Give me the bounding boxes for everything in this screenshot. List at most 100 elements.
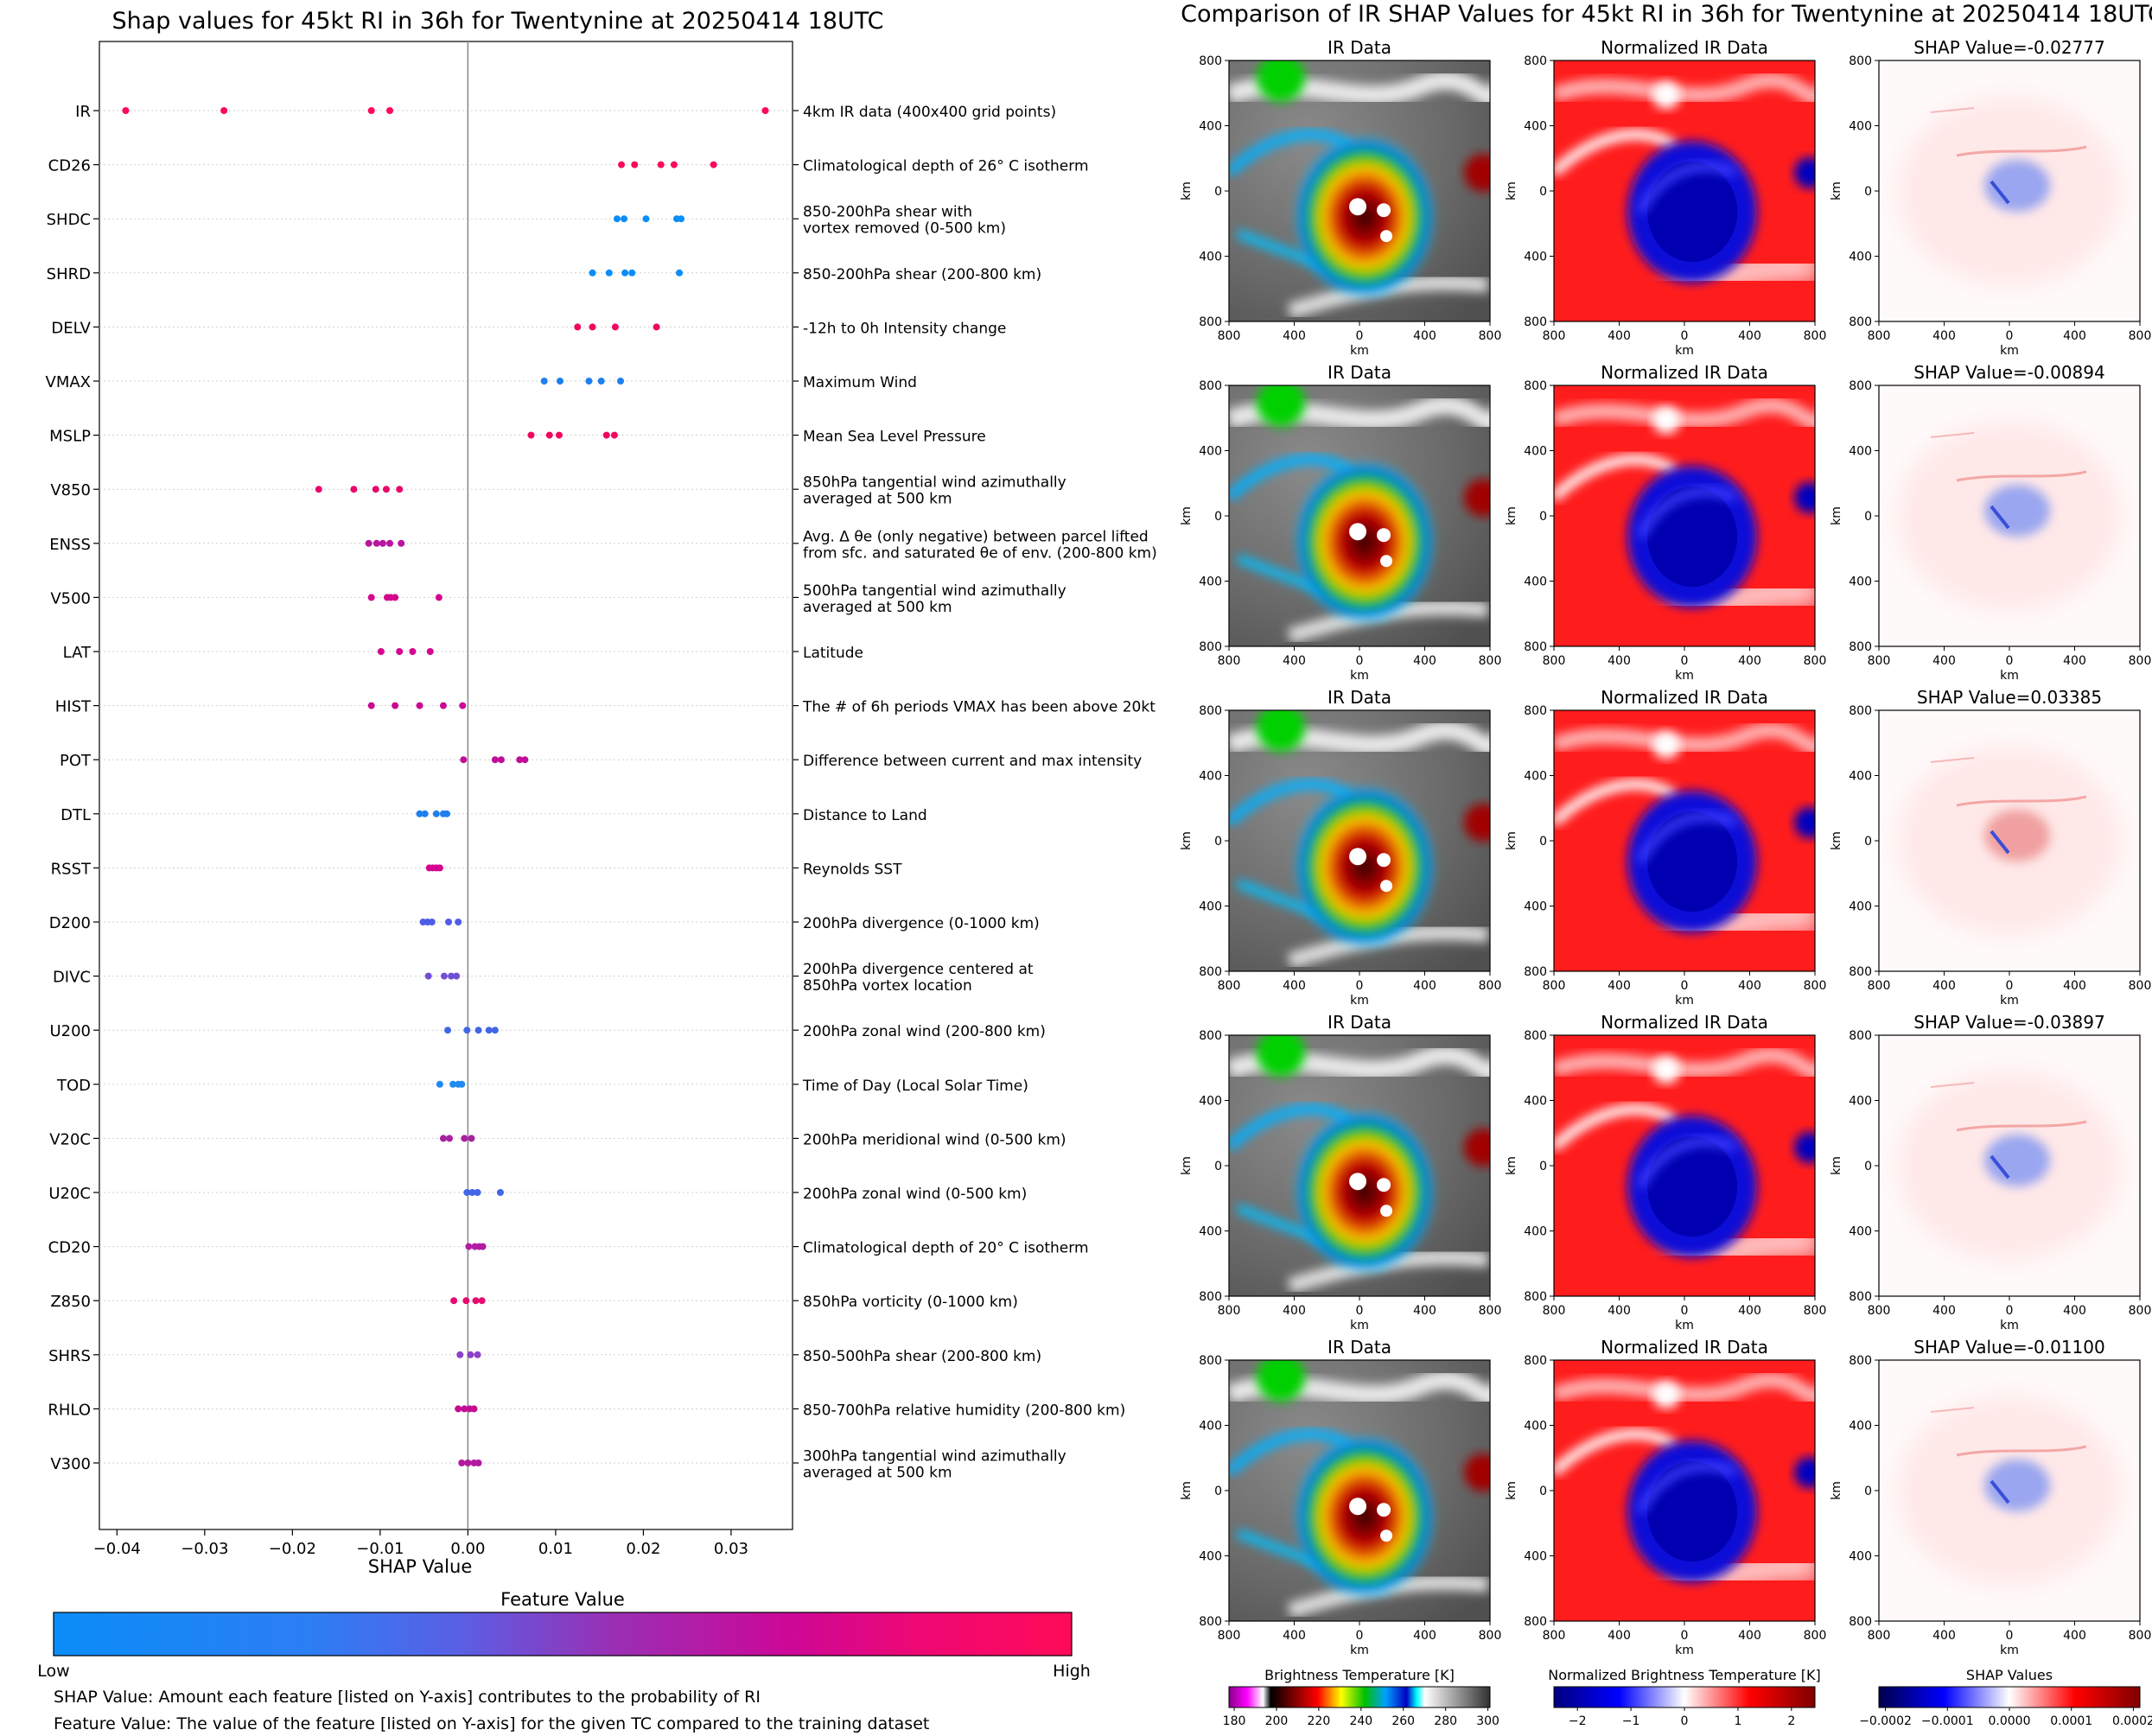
feature-description: Reynolds SST	[803, 861, 902, 878]
shap-point	[392, 594, 399, 601]
ir-colorbar-tick-label: 300	[1476, 1714, 1499, 1728]
feature-description: 850hPa vorticity (0-1000 km)	[803, 1294, 1018, 1311]
panel-x-tick-label: 800	[1218, 1304, 1241, 1318]
panel-y-tick-label: 400	[1849, 1225, 1872, 1239]
shap-point	[467, 1351, 474, 1358]
shap-point	[409, 648, 417, 655]
normalized-ir-title: Normalized IR Data	[1601, 687, 1768, 708]
shap-point	[527, 431, 535, 439]
shap-point	[605, 269, 613, 277]
panel-x-tick-label: 800	[1543, 654, 1566, 668]
panel-x-tick-label: 0	[2006, 329, 2014, 343]
shap-point	[653, 323, 660, 331]
feature-description: 500hPa tangential wind azimuthally	[803, 582, 1066, 600]
shap-point	[479, 1243, 487, 1250]
feature-description: 4km IR data (400x400 grid points)	[803, 104, 1056, 121]
panel-x-tick-label: 800	[1804, 654, 1827, 668]
panel-y-tick-label: 800	[1199, 1615, 1222, 1629]
panel-x-tick-label: 400	[2063, 654, 2086, 668]
shap-point	[458, 1080, 466, 1088]
shap-point	[432, 810, 440, 817]
ir-brightness-image	[1229, 1360, 1490, 1621]
feature-code-label: IR	[75, 103, 91, 121]
x-tick-label: 0.00	[450, 1540, 485, 1558]
panel-y-axis-label: km	[1180, 181, 1194, 200]
feature-description: 850-700hPa relative humidity (200-800 km…	[803, 1402, 1125, 1419]
panel-x-tick-label: 400	[1738, 1629, 1761, 1643]
panel-x-tick-label: 800	[1479, 654, 1502, 668]
shap-point	[446, 1135, 454, 1142]
panel-y-tick-label: 400	[1524, 770, 1547, 784]
panel-x-tick-label: 0	[1356, 1629, 1364, 1643]
footnote-feature-value: Feature Value: The value of the feature …	[54, 1714, 929, 1733]
feature-description: -12h to 0h Intensity change	[803, 320, 1006, 337]
shap-point	[474, 1027, 482, 1034]
shap-feature-streak	[1990, 1154, 2010, 1180]
plot-frame	[99, 41, 793, 1530]
shap-point	[396, 486, 404, 493]
panel-x-tick-label: 800	[1804, 979, 1827, 993]
panel-y-tick-label: 800	[1199, 1290, 1222, 1304]
feature-description: Difference between current and max inten…	[803, 753, 1142, 770]
feature-description: Climatological depth of 20° C isotherm	[803, 1240, 1089, 1257]
shap-point	[396, 648, 404, 655]
normalized-ir-image	[1554, 1360, 1815, 1621]
panel-y-axis-label: km	[1830, 1156, 1843, 1175]
shap-point	[491, 756, 499, 764]
shap-value-title: SHAP Value=0.03385	[1917, 687, 2102, 708]
shap-point	[516, 756, 524, 764]
panel-y-tick-label: 800	[1524, 1354, 1547, 1368]
panel-x-tick-label: 400	[1608, 979, 1631, 993]
colorbar-high-label: High	[1053, 1662, 1091, 1681]
normalized-ir-image	[1554, 385, 1815, 646]
feature-description: averaged at 500 km	[803, 1465, 952, 1482]
feature-code-label: MSLP	[49, 428, 91, 446]
ir-data-title: IR Data	[1327, 37, 1391, 58]
panel-y-tick-label: 800	[1199, 379, 1222, 393]
shap-point	[428, 919, 436, 925]
shap-value-title: SHAP Value=-0.02777	[1913, 37, 2104, 58]
panel-x-axis-label: km	[1675, 344, 1694, 358]
ir-colorbar-tick-label: 180	[1223, 1714, 1246, 1728]
shap-point	[474, 1189, 481, 1196]
panel-x-tick-label: 0	[1681, 1629, 1689, 1643]
feature-code-label: SHDC	[47, 211, 91, 229]
ir-data-title: IR Data	[1327, 1012, 1391, 1033]
normalized-ir-image	[1554, 60, 1815, 321]
panel-y-tick-label: 400	[1524, 1225, 1547, 1239]
shap-heatmap-image	[1879, 1035, 2140, 1296]
feature-value-colorbar	[53, 1612, 1073, 1657]
feature-description: Avg. Δ θe (only negative) between parcel…	[803, 528, 1149, 545]
shap-point	[585, 378, 593, 385]
panel-x-tick-label: 400	[1283, 654, 1306, 668]
shap-point	[468, 1189, 476, 1196]
ir-colorbar-tick-label: 2	[1787, 1714, 1795, 1728]
panel-x-axis-label: km	[1350, 1319, 1369, 1332]
shap-value-title: SHAP Value=-0.03897	[1913, 1012, 2104, 1033]
panel-x-axis-label: km	[2000, 344, 2019, 358]
shap-point	[461, 1135, 468, 1142]
normalized-ir-title: Normalized IR Data	[1601, 362, 1768, 383]
feature-description: 200hPa divergence centered at	[803, 961, 1034, 978]
shap-point	[468, 1135, 475, 1142]
ir-colorbar-tick-label: −0.0001	[1921, 1714, 1974, 1728]
shap-point	[439, 1135, 447, 1142]
ir-colorbar-tick-label: 220	[1308, 1714, 1331, 1728]
panel-x-tick-label: 400	[2063, 1304, 2086, 1318]
panel-x-tick-label: 0	[1681, 1304, 1689, 1318]
feature-code-label: V500	[50, 589, 91, 607]
shap-point	[421, 810, 429, 817]
feature-value-label: Feature Value	[500, 1589, 625, 1610]
panel-y-tick-label: 800	[1849, 54, 1872, 68]
shap-point	[545, 431, 553, 439]
shap-point	[642, 215, 650, 223]
shap-point	[445, 919, 453, 925]
shap-point	[382, 486, 390, 493]
shap-point	[463, 1027, 471, 1034]
panel-y-tick-label: 400	[1524, 1095, 1547, 1109]
panel-x-tick-label: 400	[1413, 1304, 1436, 1318]
shap-point	[416, 702, 423, 709]
panel-x-tick-label: 800	[1479, 979, 1502, 993]
panel-y-tick-label: 400	[1524, 251, 1547, 264]
ir-data-title: IR Data	[1327, 687, 1391, 708]
